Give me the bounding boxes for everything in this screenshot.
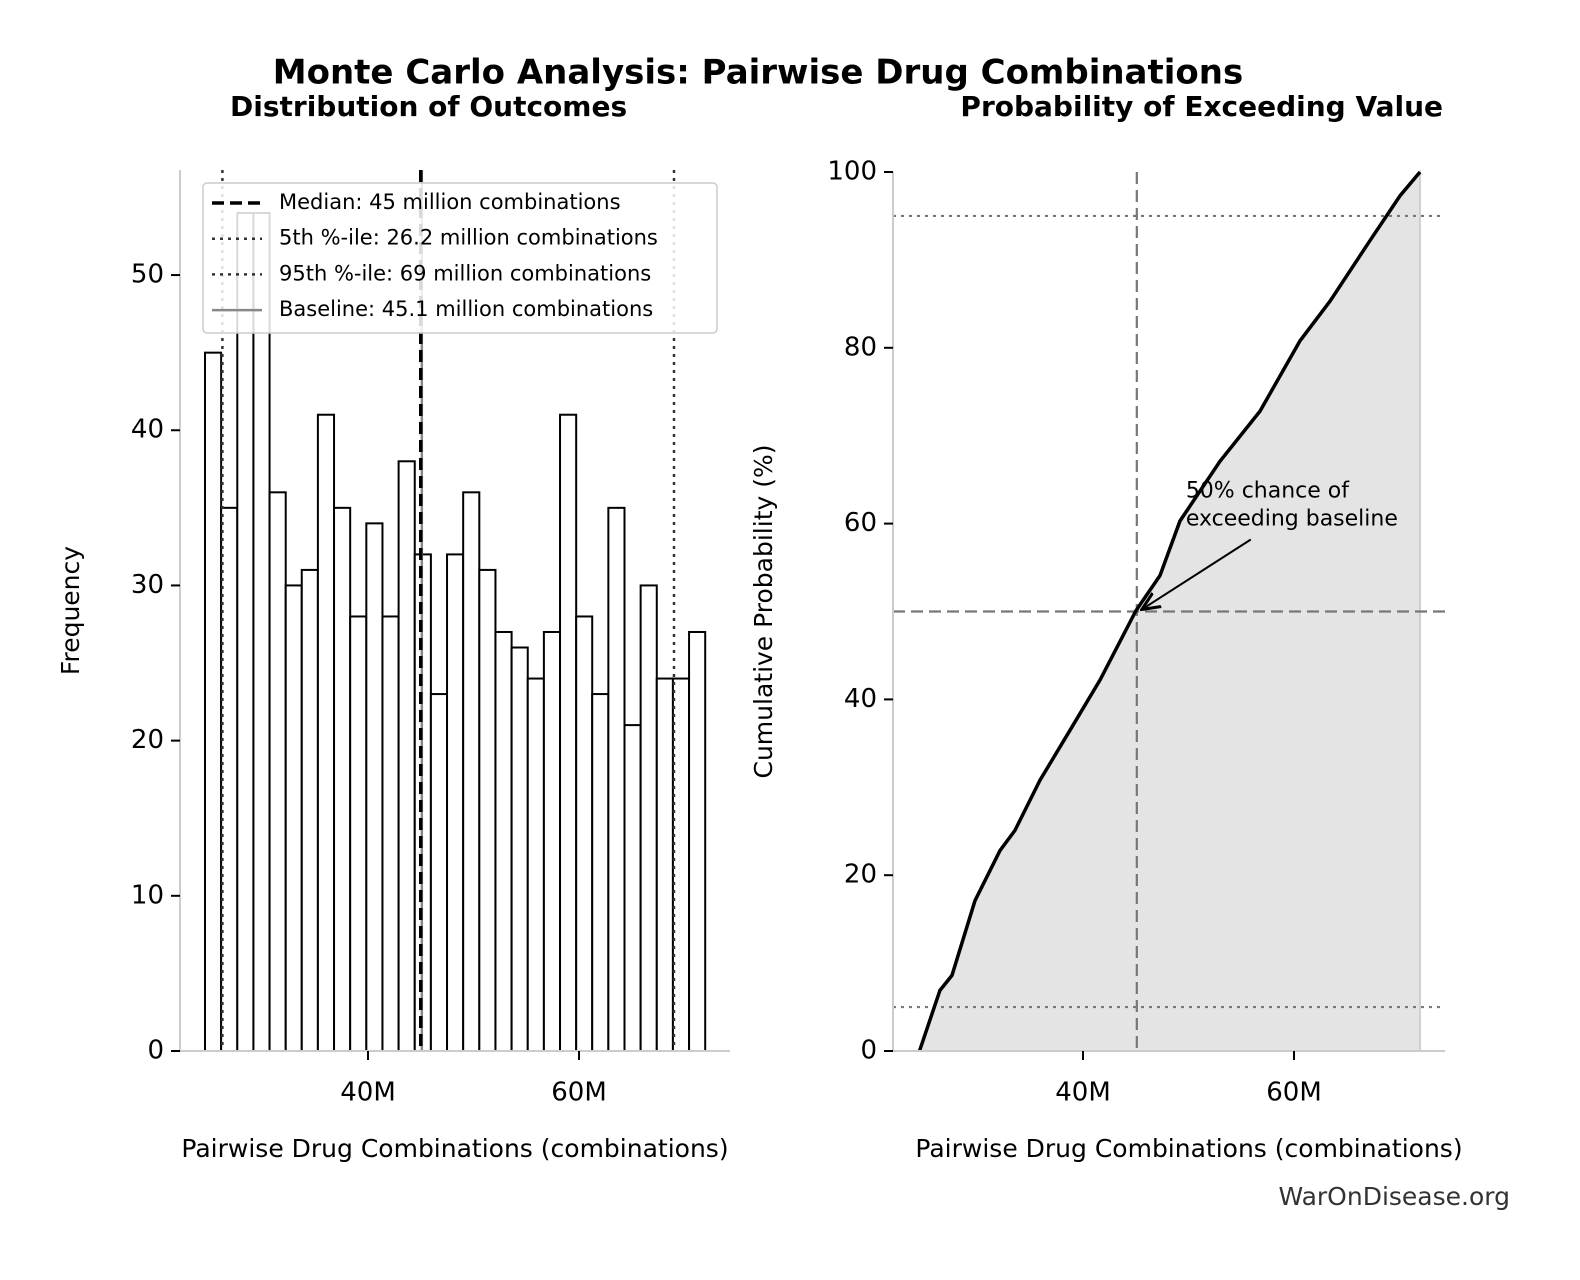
y-tick-label: 30	[131, 570, 164, 600]
legend-label: Baseline: 45.1 million combinations	[279, 297, 653, 321]
x-axis-label: Pairwise Drug Combinations (combinations…	[181, 1134, 728, 1163]
histogram-bar	[462, 491, 481, 1052]
subplot-title: Probability of Exceeding Value	[960, 90, 1443, 123]
histogram-bar	[268, 491, 287, 1052]
histogram-bar	[333, 506, 352, 1053]
histogram-bar	[252, 211, 271, 1053]
legend: Median: 45 million combinations 5th %-ile…	[202, 182, 718, 334]
y-tick-label: 40	[844, 684, 877, 714]
x-tick-label: 60M	[551, 1078, 607, 1108]
histogram-bar	[381, 615, 400, 1052]
histogram-bar	[559, 413, 578, 1052]
histogram-bar	[623, 724, 642, 1052]
histogram-bar	[349, 615, 368, 1052]
figure-title: Monte Carlo Analysis: Pairwise Drug Comb…	[273, 53, 1243, 93]
histogram-bar	[542, 630, 562, 1052]
y-tick-label: 0	[147, 1036, 164, 1066]
histogram-bar	[671, 677, 691, 1052]
histogram-bar	[300, 568, 319, 1052]
cdf-line	[917, 170, 1422, 1052]
histogram-bar	[494, 630, 513, 1052]
annotation: exceeding baseline	[1186, 507, 1398, 532]
histogram-bar	[478, 568, 497, 1052]
histogram-bar	[236, 211, 255, 1053]
footer: WarOnDisease.org	[1278, 1182, 1510, 1211]
legend-label: 5th %-ile: 26.2 million combinations	[279, 226, 658, 250]
subplot-title: Distribution of Outcomes	[230, 90, 627, 123]
legend-label: Median: 45 million combinations	[279, 190, 621, 214]
annotation-arrow	[1142, 538, 1252, 610]
histogram-bar	[397, 460, 416, 1052]
y-tick-label: 20	[844, 860, 877, 890]
histogram-bar	[365, 522, 384, 1052]
x-axis-label: Pairwise Drug Combinations (combinations…	[915, 1134, 1462, 1163]
histogram-bar	[204, 351, 223, 1052]
histogram-bar	[575, 615, 594, 1052]
histogram-bar	[591, 693, 610, 1053]
histogram-bar	[526, 677, 545, 1052]
x-tick-label: 60M	[1266, 1078, 1322, 1108]
histogram-bar	[316, 413, 336, 1052]
histogram-bar	[607, 506, 626, 1053]
histogram-bar	[446, 553, 465, 1052]
x-tick-label: 40M	[1055, 1078, 1111, 1108]
y-tick-label: 20	[131, 725, 164, 755]
y-tick-label: 40	[131, 415, 164, 445]
y-tick-label: 50	[131, 260, 164, 290]
y-axis-label: Frequency	[56, 546, 85, 675]
histogram-bar	[284, 584, 303, 1052]
y-tick-label: 80	[844, 332, 877, 362]
annotation: 50% chance of	[1186, 479, 1350, 504]
x-tick-label: 40M	[340, 1078, 396, 1108]
histogram-bar	[655, 677, 674, 1052]
y-tick-label: 100	[827, 157, 877, 187]
y-axis-label: Cumulative Probability (%)	[749, 445, 778, 779]
y-tick-label: 10	[131, 880, 164, 910]
legend-label: 95th %-ile: 69 million combinations	[279, 261, 651, 285]
histogram-bar	[510, 646, 529, 1053]
legend-box	[202, 182, 718, 334]
histogram-bar	[639, 584, 658, 1052]
histogram-bar	[688, 630, 707, 1052]
y-tick-label: 0	[860, 1036, 877, 1066]
y-tick-label: 60	[844, 508, 877, 538]
histogram-bar	[429, 693, 449, 1053]
